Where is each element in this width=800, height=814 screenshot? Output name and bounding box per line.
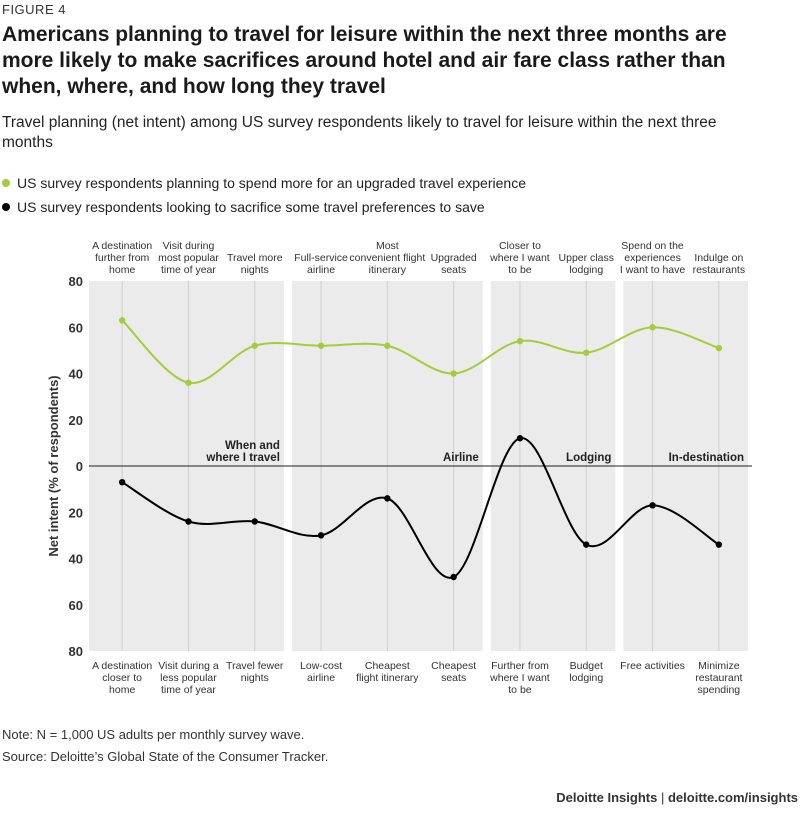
- legend-dot-upgrade: [2, 179, 10, 187]
- y-tick-label: 80: [69, 644, 83, 659]
- y-tick-label: 80: [69, 274, 83, 289]
- top-category-label: Indulge on restaurants: [693, 252, 746, 276]
- net-intent-chart: 80 60 40 20 0 20 40 60 80 Net intent (% of respon…: [46, 240, 752, 696]
- bottom-category-label: Low-cost airline: [300, 660, 342, 684]
- y-tick-label: 20: [69, 505, 83, 520]
- data-point-upgrade: [118, 317, 126, 324]
- data-point-sacrifice: [251, 518, 258, 525]
- y-tick-label: 0: [76, 459, 83, 474]
- data-point-upgrade: [649, 324, 656, 331]
- brand-footer: Deloitte Insights | deloitte.com/insight…: [556, 790, 798, 805]
- bottom-category-label: Minimize restaurant spending: [695, 660, 742, 696]
- data-point-upgrade: [516, 337, 524, 345]
- legend: US survey respondents planning to spend …: [2, 171, 526, 219]
- source-text: Source: Deloitte’s Global State of the C…: [2, 749, 329, 764]
- brand-url: deloitte.com/insights: [667, 790, 798, 805]
- data-point-sacrifice: [715, 541, 723, 548]
- legend-label-sacrifice: US survey respondents looking to sacrifi…: [17, 199, 485, 215]
- top-category-label: A destination further from home: [92, 240, 152, 276]
- legend-label-upgrade: US survey respondents planning to spend …: [17, 175, 526, 191]
- series-line-upgrade: [121, 319, 720, 384]
- y-tick-label: 60: [69, 598, 83, 613]
- data-point-upgrade: [583, 349, 590, 356]
- data-point-sacrifice: [583, 541, 590, 548]
- y-tick-label: 40: [69, 552, 83, 567]
- top-category-label: Upper class lodging: [559, 252, 614, 276]
- data-point-sacrifice: [516, 435, 524, 442]
- y-tick-label: 20: [69, 413, 83, 428]
- data-point-sacrifice: [118, 478, 126, 486]
- bottom-category-label: Free activities: [620, 660, 685, 672]
- data-point-sacrifice: [649, 502, 656, 509]
- data-point-upgrade: [251, 342, 258, 349]
- brand-separator: |: [660, 790, 665, 805]
- note-text: Note: N = 1,000 US adults per monthly su…: [2, 727, 305, 742]
- top-category-label: Travel more nights: [227, 252, 283, 276]
- bottom-category-label: A destination closer to home: [92, 660, 152, 696]
- top-category-label: Closer to where I want to be: [489, 240, 550, 276]
- top-category-label: Most convenient flight itinerary: [349, 240, 425, 276]
- data-point-sacrifice: [384, 495, 391, 502]
- legend-dot-sacrifice: [2, 203, 10, 211]
- top-category-label: Spend on the experiences I want to have: [620, 240, 686, 276]
- bottom-category-label: Cheapest seats: [431, 660, 476, 684]
- data-point-sacrifice: [317, 532, 325, 539]
- group-label-2: Airline: [443, 452, 479, 464]
- brand-name: Deloitte Insights: [556, 790, 658, 805]
- bottom-category-label: Cheapest flight itinerary: [356, 660, 419, 684]
- data-point-sacrifice: [450, 573, 457, 581]
- top-category-label: Upgraded seats: [431, 252, 477, 276]
- y-axis-title: Net intent (% of respondents): [46, 375, 61, 556]
- chart-subtitle: Travel planning (net intent) among US su…: [2, 114, 717, 151]
- top-category-label: Visit during most popular time of year: [158, 240, 219, 276]
- group-label-3: Lodging: [566, 452, 611, 464]
- group-label-4: In-destination: [669, 452, 744, 464]
- y-tick-label: 40: [69, 367, 83, 382]
- bottom-category-label: Visit during a less popular time of year: [158, 660, 219, 696]
- chart-title: Americans planning to travel for leisure…: [2, 23, 727, 98]
- bottom-category-label: Budget lodging: [569, 660, 603, 684]
- bottom-category-label: Further from where I want to be: [489, 660, 550, 696]
- bottom-category-label: Travel fewer nights: [226, 660, 284, 684]
- footnotes: Note: N = 1,000 US adults per monthly su…: [2, 724, 328, 768]
- data-point-upgrade: [317, 342, 325, 349]
- data-point-upgrade: [185, 379, 192, 386]
- data-point-sacrifice: [185, 518, 192, 525]
- figure-label: FIGURE 4: [2, 2, 66, 17]
- y-tick-label: 60: [69, 320, 83, 335]
- data-point-upgrade: [450, 370, 457, 377]
- group-label-1: When and where I travel: [205, 440, 280, 464]
- data-point-upgrade: [715, 344, 723, 352]
- legend-item-upgrade: US survey respondents planning to spend …: [2, 171, 526, 195]
- data-point-upgrade: [384, 342, 391, 349]
- top-category-label: Full-service airline: [294, 252, 348, 276]
- legend-item-sacrifice: US survey respondents looking to sacrifi…: [2, 195, 526, 219]
